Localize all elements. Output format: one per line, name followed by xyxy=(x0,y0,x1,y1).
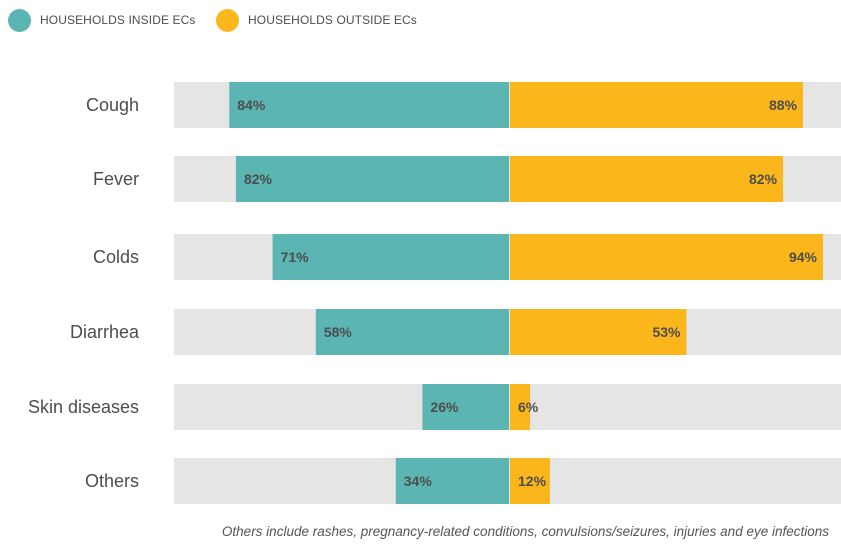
bar-inside xyxy=(229,82,509,128)
bar-inside xyxy=(315,309,509,355)
legend-label-outside: HOUSEHOLDS OUTSIDE ECs xyxy=(248,13,417,27)
bar-inside xyxy=(422,384,509,430)
bar-inside xyxy=(272,234,509,280)
category-label: Cough xyxy=(86,95,139,115)
data-label-outside: 88% xyxy=(769,97,798,113)
bar-inside xyxy=(235,156,509,202)
data-label-outside: 82% xyxy=(749,171,778,187)
chart-footnote: Others include rashes, pregnancy-related… xyxy=(221,524,829,539)
data-label-inside: 84% xyxy=(237,97,266,113)
legend-label-inside: HOUSEHOLDS INSIDE ECs xyxy=(40,13,196,27)
category-label: Fever xyxy=(93,169,139,189)
category-label: Diarrhea xyxy=(70,322,140,342)
category-label: Others xyxy=(85,471,139,491)
category-label: Colds xyxy=(93,247,139,267)
data-label-outside: 6% xyxy=(518,399,539,415)
data-label-outside: 94% xyxy=(789,249,818,265)
data-label-inside: 71% xyxy=(281,249,310,265)
data-label-inside: 34% xyxy=(404,473,433,489)
bar-outside xyxy=(510,384,530,430)
data-label-outside: 53% xyxy=(652,324,681,340)
legend-item-outside: HOUSEHOLDS OUTSIDE ECs xyxy=(216,8,417,32)
data-label-outside: 12% xyxy=(518,473,547,489)
bar-outside xyxy=(510,82,804,128)
bar-inside xyxy=(395,458,509,504)
category-label: Skin diseases xyxy=(28,397,139,417)
legend-swatch-inside xyxy=(8,8,31,32)
bar-outside xyxy=(510,234,824,280)
legend-item-inside: HOUSEHOLDS INSIDE ECs xyxy=(8,8,195,32)
data-label-inside: 26% xyxy=(430,399,459,415)
bar-outside xyxy=(510,309,687,355)
data-label-inside: 82% xyxy=(244,171,273,187)
bar-outside xyxy=(510,458,550,504)
bar-outside xyxy=(510,156,784,202)
legend-swatch-outside xyxy=(216,8,239,32)
data-label-inside: 58% xyxy=(324,324,353,340)
